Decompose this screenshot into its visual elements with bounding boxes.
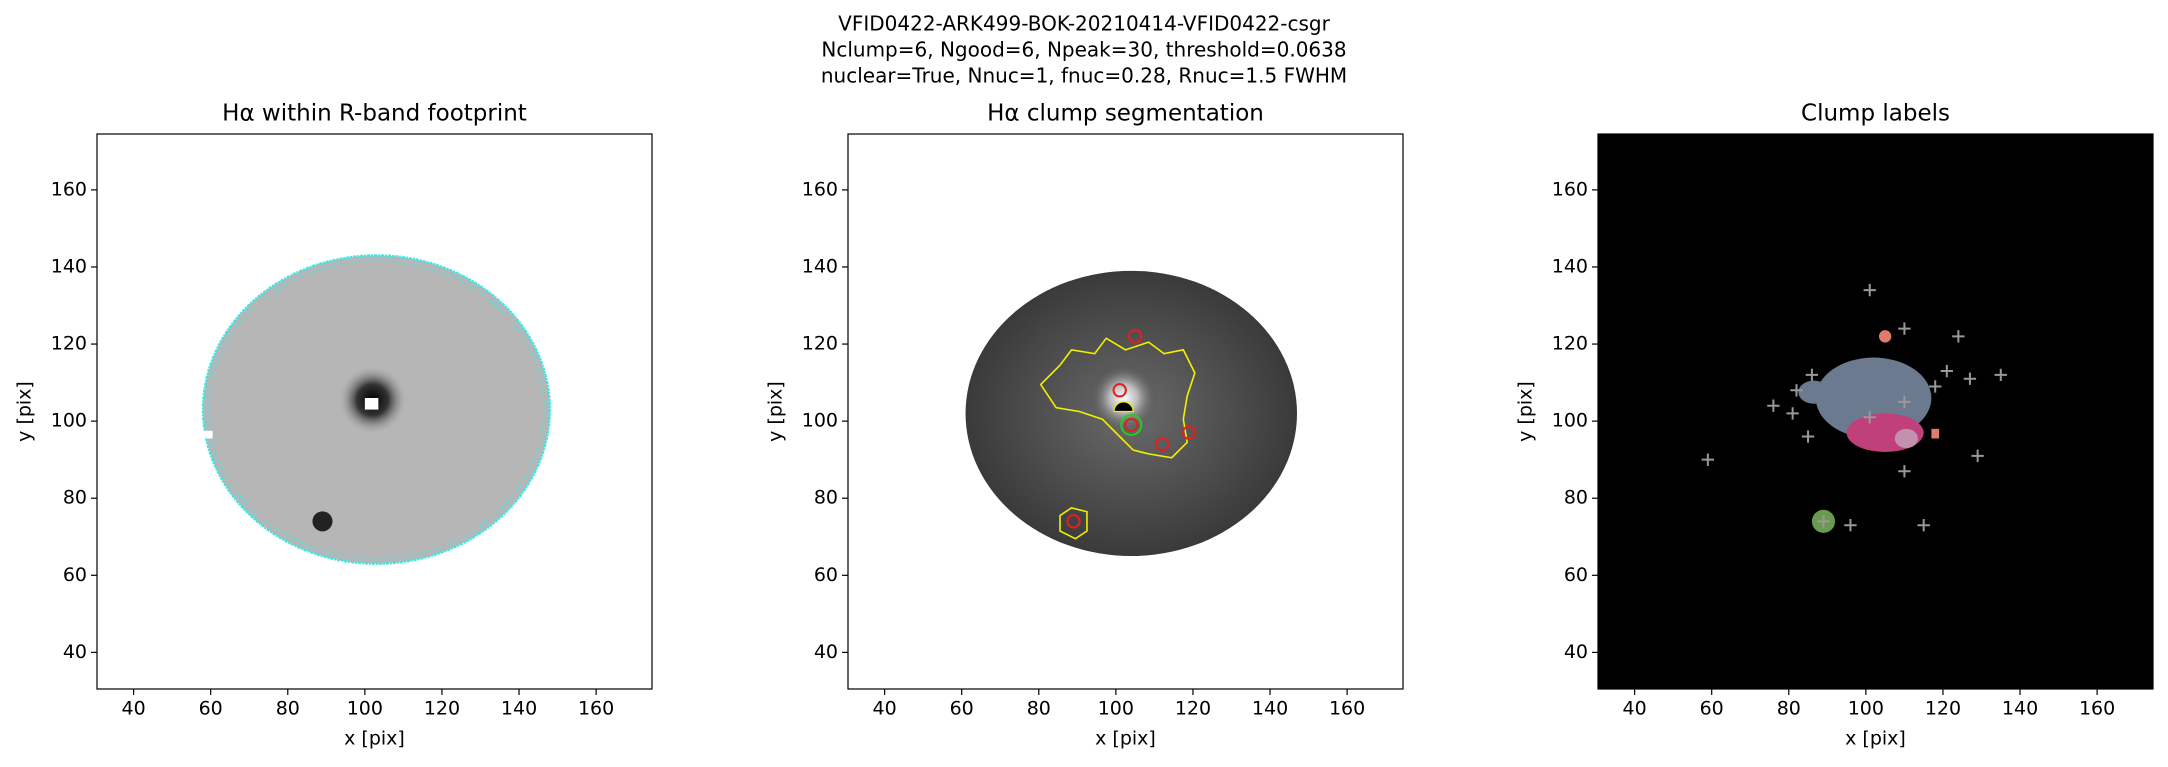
axes-frame: [96, 133, 653, 690]
x-tick-label: 120: [1925, 698, 1961, 720]
y-axis-label: y [pix]: [1515, 381, 1537, 442]
x-tick-label: 80: [1027, 698, 1051, 720]
panel-title: Clump labels: [1801, 101, 1950, 127]
image: [848, 134, 1403, 689]
y-tick-label: 160: [1552, 178, 1588, 200]
y-tick-label: 40: [814, 641, 838, 663]
y-tick-label: 60: [63, 564, 87, 586]
y-tick-label: 80: [1564, 487, 1588, 509]
x-tick-label: 160: [2079, 698, 2115, 720]
x-tick-label: 140: [2002, 698, 2038, 720]
panel-title: Hα clump segmentation: [987, 101, 1264, 127]
x-tick-label: 40: [873, 698, 897, 720]
y-tick-label: 160: [51, 178, 87, 200]
y-tick-label: 140: [802, 255, 838, 277]
suptitle: Nclump=6, Ngood=6, Npeak=30, threshold=0…: [821, 38, 1346, 62]
x-tick-label: 40: [1623, 698, 1647, 720]
y-tick-label: 80: [63, 487, 87, 509]
y-tick-label: 140: [51, 255, 87, 277]
suptitle: VFID0422-ARK499-BOK-20210414-VFID0422-cs…: [838, 12, 1330, 36]
x-tick-label: 140: [1252, 698, 1288, 720]
x-tick-label: 160: [578, 698, 614, 720]
x-tick-label: 100: [347, 698, 383, 720]
y-tick-label: 40: [1564, 641, 1588, 663]
image: [97, 134, 652, 689]
x-axis-label: x [pix]: [344, 728, 405, 750]
y-tick-label: 120: [51, 333, 87, 355]
y-axis-label: y [pix]: [14, 381, 36, 442]
y-tick-label: 60: [814, 564, 838, 586]
y-tick-label: 40: [63, 641, 87, 663]
x-tick-label: 80: [1777, 698, 1801, 720]
y-tick-label: 60: [1564, 564, 1588, 586]
axes-frame: [1597, 133, 2154, 690]
x-tick-label: 80: [276, 698, 300, 720]
axes-frame: [847, 133, 1404, 690]
suptitle: nuclear=True, Nnuc=1, fnuc=0.28, Rnuc=1.…: [821, 64, 1347, 88]
x-tick-label: 60: [1700, 698, 1724, 720]
panel-title: Hα within R-band footprint: [222, 101, 527, 127]
x-tick-label: 40: [122, 698, 146, 720]
x-tick-label: 60: [950, 698, 974, 720]
x-tick-label: 120: [424, 698, 460, 720]
y-tick-label: 100: [1552, 410, 1588, 432]
y-tick-label: 80: [814, 487, 838, 509]
y-tick-label: 160: [802, 178, 838, 200]
x-tick-label: 100: [1848, 698, 1884, 720]
x-tick-label: 140: [501, 698, 537, 720]
x-tick-label: 160: [1329, 698, 1365, 720]
x-tick-label: 60: [199, 698, 223, 720]
y-tick-label: 140: [1552, 255, 1588, 277]
y-axis-label: y [pix]: [765, 381, 787, 442]
image: [1598, 134, 2153, 689]
y-tick-label: 100: [802, 410, 838, 432]
x-axis-label: x [pix]: [1095, 728, 1156, 750]
y-tick-label: 120: [1552, 333, 1588, 355]
x-tick-label: 120: [1175, 698, 1211, 720]
x-axis-label: x [pix]: [1845, 728, 1906, 750]
x-tick-label: 100: [1098, 698, 1134, 720]
y-tick-label: 100: [51, 410, 87, 432]
y-tick-label: 120: [802, 333, 838, 355]
